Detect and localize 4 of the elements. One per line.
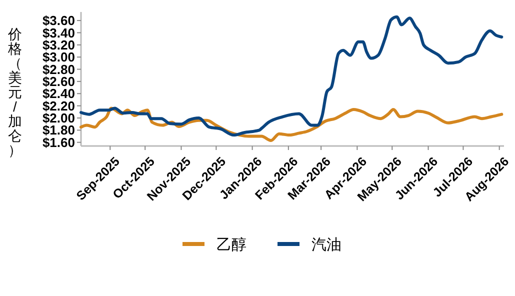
legend-label: 乙醇: [216, 236, 246, 254]
text: 价格（美元/加仑）: [8, 26, 22, 158]
legend-label: 汽油: [312, 236, 342, 254]
line-series: [80, 15, 504, 137]
